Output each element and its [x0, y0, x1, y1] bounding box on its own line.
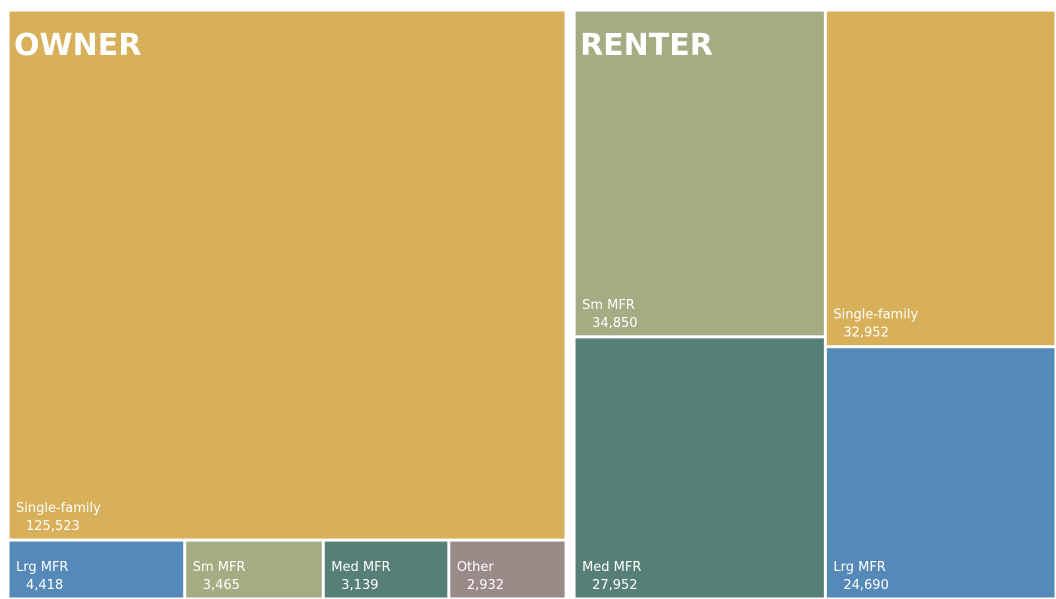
tile-value: 3,139 [341, 578, 378, 593]
tile-value: 4,418 [26, 578, 63, 593]
group-label: RENTER [580, 28, 713, 63]
tile [826, 348, 1055, 598]
tile-label: Other [457, 560, 495, 575]
tile-label: Single-family [833, 308, 918, 323]
tile-value: 24,690 [843, 578, 889, 593]
tile-label: Single-family [16, 501, 101, 516]
tile-label: Med MFR [331, 560, 390, 575]
tile-label: Sm MFR [582, 298, 635, 313]
tile-value: 32,952 [843, 326, 889, 341]
tile [9, 541, 184, 598]
tile [575, 338, 824, 598]
tile-label: Sm MFR [193, 560, 246, 575]
tile-value: 34,850 [592, 316, 638, 331]
tile-value: 3,465 [203, 578, 240, 593]
tile-value: 27,952 [592, 578, 638, 593]
tile-value: 125,523 [26, 519, 80, 534]
group-label: OWNER [14, 28, 141, 63]
tile-label: Med MFR [582, 560, 641, 575]
tile [450, 541, 565, 598]
tile [826, 11, 1055, 346]
tile-value: 2,932 [467, 578, 504, 593]
tile [324, 541, 448, 598]
tile [9, 11, 565, 539]
tile-label: Lrg MFR [16, 560, 68, 575]
tile [575, 11, 824, 336]
tile [186, 541, 322, 598]
tile-label: Lrg MFR [833, 560, 885, 575]
